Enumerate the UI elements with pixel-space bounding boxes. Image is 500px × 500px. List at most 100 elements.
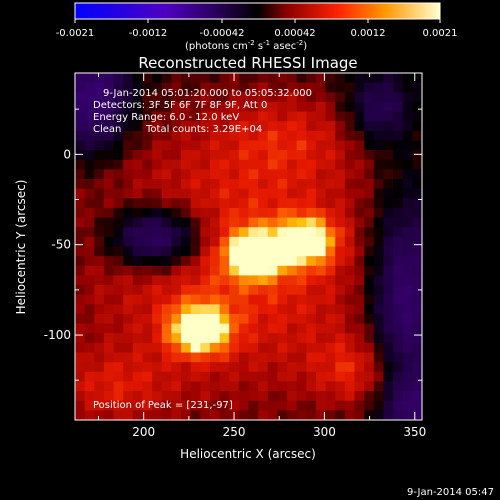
heatmap-cell [200,285,211,296]
heatmap-cell [171,207,182,219]
heatmap-cell [113,323,124,334]
heatmap-cell [315,198,327,209]
heatmap-cell [267,198,279,209]
heatmap-cell [354,82,365,93]
heatmap-cell [190,82,201,93]
heatmap-cell [113,391,124,402]
heatmap-cell [373,121,385,132]
heatmap-cell [238,159,250,170]
heatmap-cell [412,111,422,122]
heatmap-cell [287,82,298,93]
heatmap-cell [132,391,144,402]
heatmap-cell [113,227,124,238]
heatmap-cell [306,130,317,142]
heatmap-cell [296,92,307,103]
heatmap-cell [344,169,356,180]
heatmap-cell [402,101,413,113]
heatmap-cell [229,236,240,248]
heatmap-cell [103,275,115,286]
heatmap-cell [306,313,317,325]
heatmap-cell [344,294,356,305]
heatmap-cell [393,265,404,277]
heatmap-cell [393,285,404,296]
heatmap-cell [364,381,375,392]
heatmap-cell [190,92,201,103]
heatmap-cell [219,130,230,142]
heatmap-cell [161,236,172,248]
heatmap-cell [402,342,413,354]
heatmap-cell [267,381,279,392]
heatmap-cell [373,313,385,325]
heatmap-cell [315,391,327,402]
heatmap-cell [287,256,298,267]
heatmap-cell [84,294,95,305]
heatmap-cell [152,150,163,161]
heatmap-cell [161,130,172,142]
heatmap-cell [277,391,288,402]
heatmap-cell [335,304,346,315]
heatmap-cell [200,313,211,325]
heatmap-cell [113,111,124,122]
heatmap-cell [325,313,336,325]
heatmap-cell [364,179,375,190]
heatmap-cell [373,381,385,392]
heatmap-cell [344,304,356,315]
heatmap-cell [84,236,95,248]
heatmap-cell [103,285,115,296]
heatmap-cell [277,159,288,170]
heatmap-cell [267,362,279,373]
heatmap-cell [325,323,336,334]
heatmap-cell [229,285,240,296]
heatmap-cell [393,333,404,344]
y-axis-label: Heliocentric Y (arcsec) [14,180,28,315]
heatmap-cell [364,342,375,354]
heatmap-cell [364,217,375,228]
heatmap-cell [181,159,192,170]
heatmap-cell [94,207,105,219]
heatmap-cell [171,111,182,122]
heatmap-cell [383,313,394,325]
heatmap-cell [209,381,221,392]
heatmap-cell [190,140,201,151]
heatmap-cell [209,400,221,411]
heatmap-cell [200,275,211,286]
heatmap-cell [248,140,259,151]
heatmap-cell [132,294,144,305]
heatmap-cell [152,362,163,373]
heatmap-cell [181,227,192,238]
heatmap-cell [373,323,385,334]
heatmap-cell [354,265,365,277]
heatmap-cell [373,304,385,315]
heatmap-cell [248,304,259,315]
heatmap-cell [364,101,375,113]
annotation-clean: Clean [93,124,121,135]
heatmap-cell [209,207,221,219]
heatmap-cell [373,217,385,228]
heatmap-cell [402,73,413,84]
heatmap-cell [209,391,221,402]
heatmap-cell [200,342,211,354]
heatmap-cell [113,246,124,257]
heatmap-cell [103,217,115,228]
heatmap-cell [325,73,336,84]
heatmap-cell [335,275,346,286]
heatmap-cell [152,313,163,325]
heatmap-cell [412,285,422,296]
heatmap-cell [277,371,288,383]
heatmap-cell [142,342,153,354]
heatmap-cell [132,150,144,161]
heatmap-cell [75,150,86,161]
heatmap-cell [277,381,288,392]
heatmap-cell [94,400,105,411]
heatmap-cell [200,130,211,142]
heatmap-cell [84,256,95,267]
heatmap-cell [393,111,404,122]
heatmap-cell [209,159,221,170]
heatmap-cell [209,217,221,228]
heatmap-cell [258,362,269,373]
heatmap-cell [248,121,259,132]
heatmap-cell [344,179,356,190]
heatmap-cell [412,381,422,392]
heatmap-cell [306,150,317,161]
heatmap-cell [354,285,365,296]
